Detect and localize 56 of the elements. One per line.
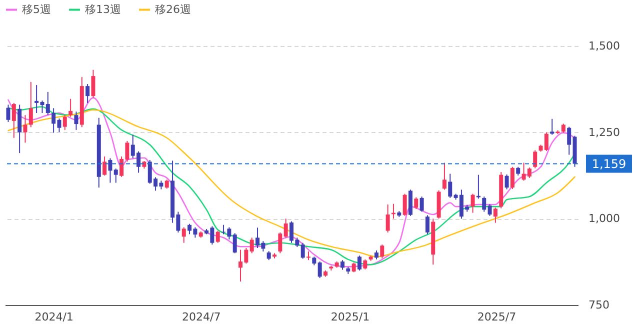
candlestick	[46, 91, 50, 116]
candlestick	[402, 193, 407, 216]
candlestick	[504, 174, 509, 190]
candlestick	[23, 114, 28, 144]
candlestick	[420, 196, 424, 212]
candlestick	[86, 83, 90, 104]
candlestick	[357, 255, 362, 271]
candlestick	[232, 232, 237, 254]
candlestick	[363, 258, 368, 270]
x-tick-label: 2024/7	[182, 310, 221, 324]
x-tick-label: 2025/7	[477, 310, 516, 324]
y-tick-label: 1,250	[588, 126, 620, 139]
candlestick	[108, 158, 112, 184]
candlestick	[114, 168, 118, 184]
legend-label: 移26週	[155, 2, 191, 16]
candlestick	[510, 166, 514, 190]
candlestick	[6, 104, 10, 122]
candlestick	[442, 162, 446, 190]
candlestick	[68, 98, 73, 118]
candlestick	[278, 232, 282, 254]
candlestick	[488, 204, 492, 216]
ref-line-label: 1,159	[592, 156, 626, 171]
candlestick	[62, 114, 67, 130]
candlestick	[12, 102, 16, 138]
x-tick-label: 2024/1	[34, 310, 74, 324]
candlestick	[74, 111, 78, 130]
candlestick	[250, 237, 254, 254]
candlestick	[352, 262, 356, 273]
candlestick	[533, 150, 538, 169]
candlestick	[300, 242, 305, 260]
candlestick	[414, 196, 418, 210]
candlestick	[182, 226, 186, 244]
candlestick	[28, 81, 33, 128]
candlestick	[340, 260, 344, 270]
candlestick	[284, 218, 288, 238]
candlestick	[216, 230, 220, 244]
candlestick	[550, 118, 554, 136]
candlestick	[482, 196, 486, 212]
candlestick	[493, 207, 498, 224]
candlestick	[448, 173, 452, 198]
candlestick	[476, 174, 480, 200]
legend-label: 移13週	[85, 2, 121, 16]
candlestick	[318, 260, 322, 279]
candlestick	[18, 104, 22, 154]
candlestick	[386, 204, 390, 233]
candlestick	[380, 244, 384, 259]
candlestick	[425, 214, 430, 235]
y-tick-label: 1,500	[588, 40, 620, 52]
x-tick-label: 2025/1	[330, 310, 370, 324]
y-tick-label: 750	[588, 298, 610, 312]
y-tick-label: 1,000	[588, 212, 620, 226]
candlestick	[470, 193, 475, 214]
candlestick	[91, 69, 96, 98]
candlestick	[102, 156, 107, 176]
legend-label: 移5週	[22, 2, 51, 16]
candlestick	[567, 126, 572, 156]
